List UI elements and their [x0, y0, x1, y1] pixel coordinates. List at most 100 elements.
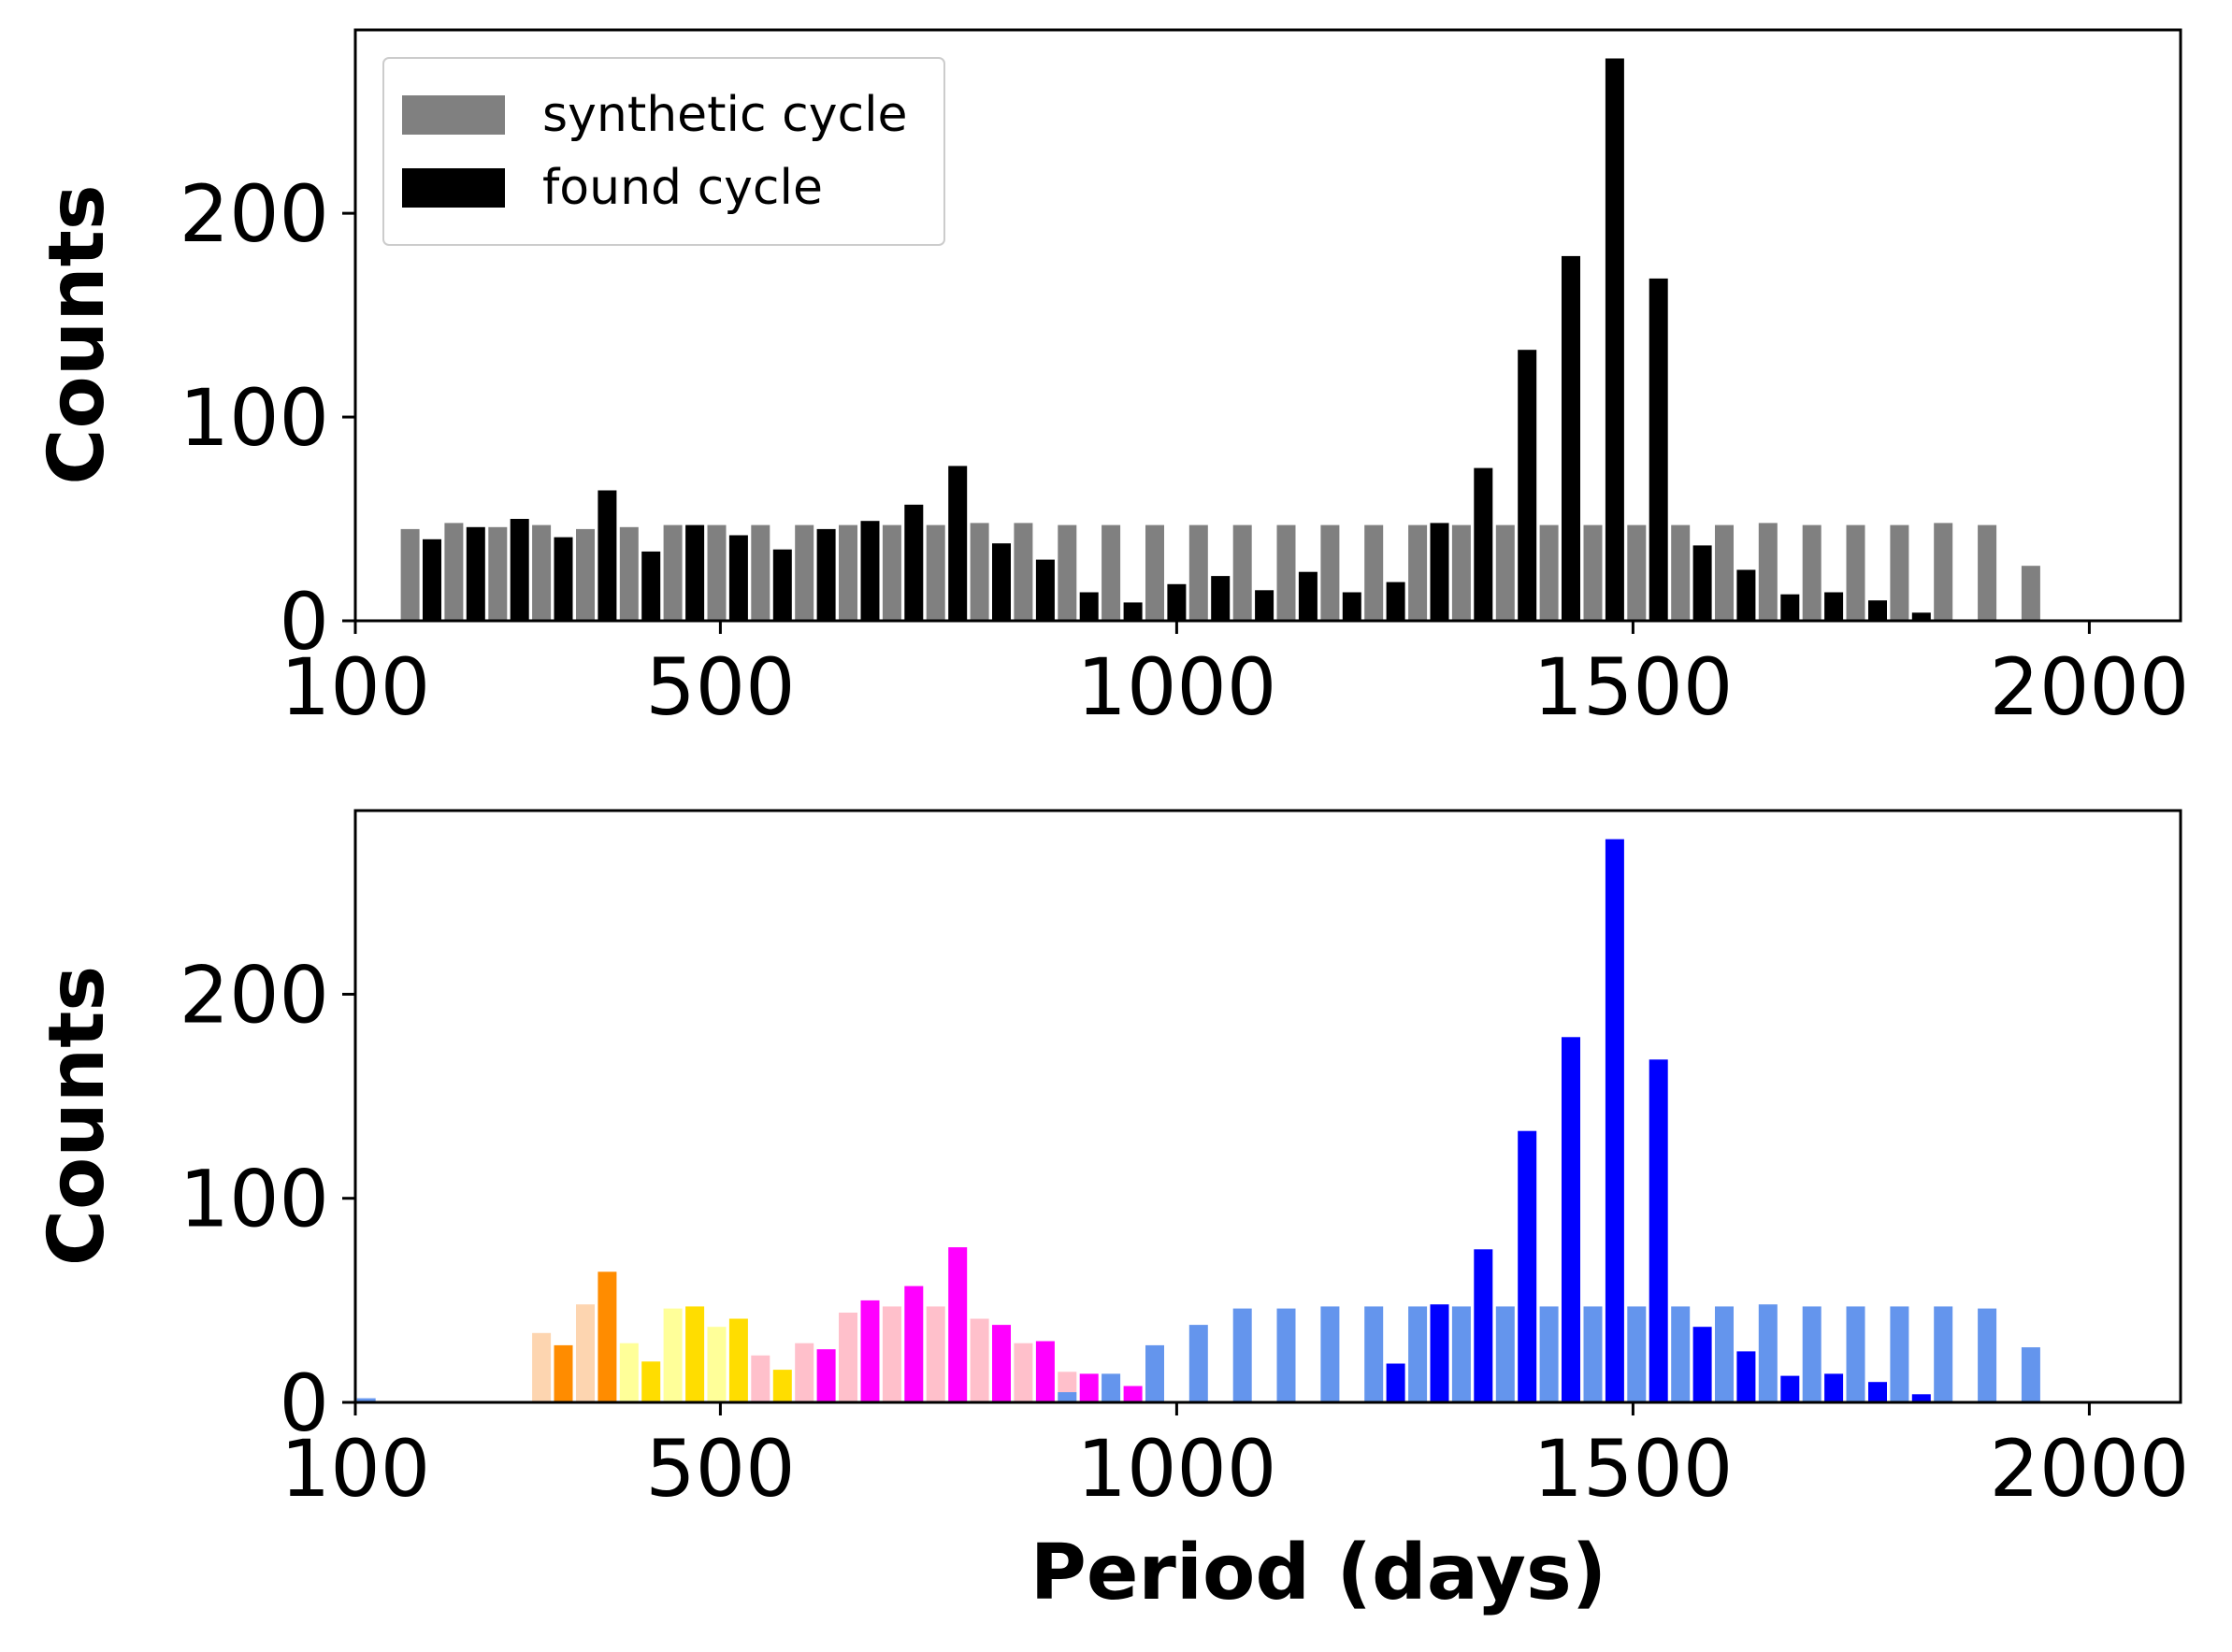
bar-synthetic-cycle-12 — [926, 524, 945, 621]
bar-found-cycle-5 — [641, 551, 661, 621]
bar-synthetic-blue-group-22 — [1978, 1308, 1997, 1402]
bar-synthetic-blue-group-13 — [1583, 1306, 1603, 1402]
bar-found-cycle-23 — [1430, 523, 1449, 621]
bar-synthetic-blue-group-2 — [1102, 1373, 1121, 1402]
bar-found-cycle-9 — [816, 528, 836, 621]
bar-found-cycle-21 — [1342, 592, 1361, 621]
series-found-yellow-group — [641, 1306, 792, 1402]
bar-found-magenta-group-0 — [816, 1349, 836, 1402]
bar-found-blue-group-6 — [1649, 1059, 1668, 1402]
bar-synthetic-blue-group-20 — [1890, 1306, 1909, 1402]
x-tick-label-2000: 2000 — [1990, 1423, 2190, 1515]
bar-found-cycle-11 — [904, 504, 924, 621]
series-synthetic-blue-group — [356, 1304, 2040, 1402]
bar-found-cycle-25 — [1518, 350, 1537, 621]
top-y-axis-ticks: 0 100 200 — [180, 168, 355, 668]
bar-synthetic-cycle-5 — [619, 526, 639, 621]
bar-synthetic-cycle-35 — [1934, 523, 1953, 621]
bar-synthetic-blue-group-3 — [1145, 1344, 1164, 1402]
top-y-axis-label: Counts — [33, 184, 122, 484]
bottom-plot-frame — [353, 809, 2182, 1404]
bar-synthetic-cycle-32 — [1802, 524, 1822, 621]
bar-found-cycle-32 — [1824, 592, 1844, 621]
series-found-blue-group — [1386, 839, 1931, 1402]
bar-synthetic-blue-group-11 — [1495, 1306, 1515, 1402]
bar-synthetic-orange-group-1 — [576, 1304, 595, 1402]
series-found-orange-group — [554, 1271, 617, 1402]
top-histogram-bars — [400, 58, 2040, 621]
bar-found-cycle-13 — [992, 543, 1011, 621]
bar-found-cycle-22 — [1386, 582, 1405, 621]
bar-synthetic-cycle-26 — [1539, 524, 1559, 621]
bar-found-cycle-6 — [685, 524, 705, 621]
bar-synthetic-cycle-37 — [2021, 566, 2040, 621]
bar-synthetic-blue-group-7 — [1320, 1306, 1340, 1402]
bar-synthetic-cycle-10 — [839, 524, 857, 621]
series-synthetic-orange-group — [532, 1304, 595, 1402]
bar-synthetic-cycle-11 — [882, 524, 901, 621]
bar-synthetic-cycle-25 — [1495, 524, 1515, 621]
bar-synthetic-cycle-7 — [707, 524, 727, 621]
top-legend: synthetic cycle found cycle — [382, 57, 945, 246]
bar-found-blue-group-11 — [1868, 1382, 1887, 1402]
bar-found-blue-group-8 — [1736, 1351, 1756, 1402]
y-tick-label-0: 0 — [280, 576, 329, 668]
bar-found-cycle-20 — [1298, 571, 1318, 621]
bar-synthetic-cycle-24 — [1451, 524, 1471, 621]
series-found-cycle — [423, 58, 1931, 621]
bar-synthetic-blue-group-15 — [1671, 1306, 1691, 1402]
bar-synthetic-blue-group-4 — [1188, 1325, 1208, 1402]
bar-synthetic-cycle-0 — [400, 528, 420, 621]
legend-label-synthetic-cycle: synthetic cycle — [542, 87, 908, 143]
bar-found-cycle-19 — [1255, 590, 1274, 621]
bar-found-blue-group-1 — [1430, 1304, 1449, 1402]
bar-synthetic-blue-group-21 — [1934, 1306, 1953, 1402]
x-tick-label-1500: 1500 — [1534, 641, 1734, 733]
bar-found-cycle-18 — [1211, 576, 1231, 621]
bar-found-blue-group-5 — [1605, 839, 1624, 1402]
bar-found-cycle-10 — [860, 521, 880, 621]
y-tick-label-100: 100 — [180, 1154, 329, 1245]
bar-synthetic-cycle-20 — [1276, 524, 1296, 621]
bar-found-yellow-group-1 — [685, 1306, 705, 1402]
bar-synthetic-cycle-21 — [1320, 524, 1340, 621]
bar-found-cycle-12 — [948, 466, 968, 621]
bar-synthetic-blue-group-14 — [1627, 1306, 1647, 1402]
bar-synthetic-cycle-19 — [1232, 524, 1252, 621]
bottom-y-axis-label: Counts — [33, 966, 122, 1266]
bottom-histogram-bars — [356, 839, 2040, 1402]
bar-synthetic-yellow-group-2 — [707, 1327, 727, 1402]
bar-found-magenta-group-5 — [1035, 1341, 1055, 1402]
x-tick-label-100: 100 — [281, 1423, 430, 1515]
bar-synthetic-cycle-22 — [1364, 524, 1384, 621]
y-tick-label-0: 0 — [280, 1358, 329, 1449]
bar-synthetic-cycle-3 — [532, 524, 552, 621]
legend-swatch-synthetic-cycle — [402, 95, 505, 135]
bar-synthetic-cycle-33 — [1846, 524, 1865, 621]
x-tick-label-1500: 1500 — [1534, 1423, 1734, 1515]
bar-synthetic-yellow-group-1 — [663, 1308, 683, 1402]
bar-found-cycle-29 — [1692, 545, 1712, 621]
bar-synthetic-cycle-29 — [1671, 524, 1691, 621]
bar-found-cycle-34 — [1911, 612, 1931, 621]
bar-synthetic-cycle-9 — [795, 524, 814, 621]
bar-found-blue-group-4 — [1562, 1037, 1580, 1402]
bar-found-cycle-24 — [1474, 467, 1493, 621]
top-x-axis-ticks: 100 500 1000 1500 2000 — [281, 621, 2189, 733]
bar-synthetic-pink-group-0 — [751, 1355, 770, 1402]
bar-found-orange-group-0 — [554, 1344, 573, 1402]
series-synthetic-pink-group — [751, 1306, 1077, 1402]
bar-synthetic-yellow-group-0 — [619, 1343, 639, 1402]
bar-synthetic-cycle-6 — [663, 524, 683, 621]
bar-synthetic-blue-group-5 — [1232, 1308, 1252, 1402]
bar-synthetic-blue-group-23 — [2021, 1347, 2040, 1402]
bar-found-yellow-group-0 — [641, 1361, 661, 1402]
x-tick-label-2000: 2000 — [1990, 641, 2190, 733]
bar-synthetic-cycle-31 — [1758, 523, 1778, 621]
bar-synthetic-pink-group-6 — [1014, 1343, 1033, 1402]
bar-synthetic-blue-group-8 — [1364, 1306, 1384, 1402]
bar-found-orange-group-1 — [598, 1271, 617, 1402]
bar-found-yellow-group-2 — [728, 1318, 748, 1402]
